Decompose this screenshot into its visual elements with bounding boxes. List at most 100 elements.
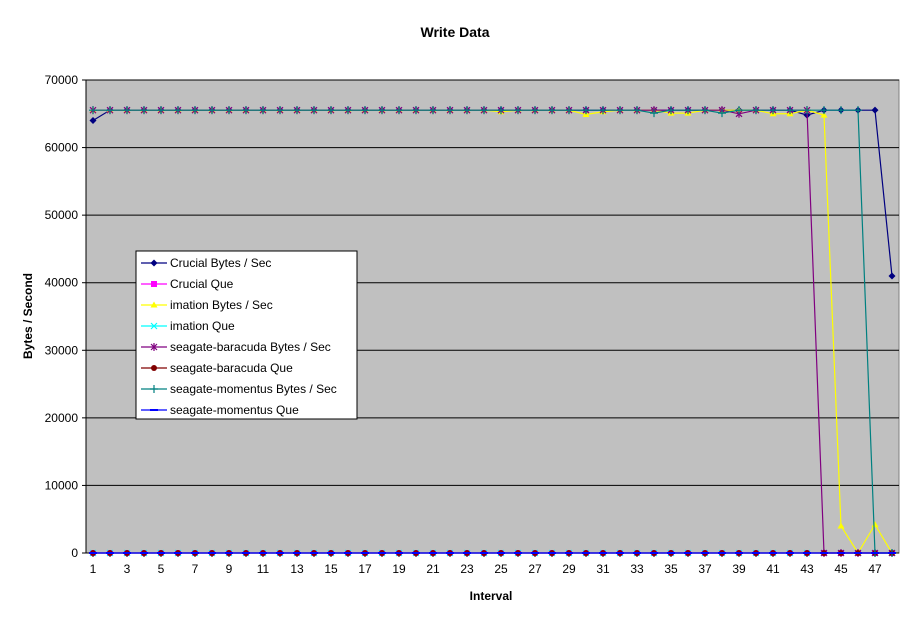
data-point bbox=[327, 106, 335, 115]
x-tick-label: 5 bbox=[158, 562, 165, 576]
data-point bbox=[820, 111, 828, 118]
data-point bbox=[837, 522, 845, 529]
series-group bbox=[89, 106, 896, 557]
x-tick-label: 17 bbox=[358, 562, 372, 576]
legend-item: seagate-momentus Bytes / Sec bbox=[141, 382, 337, 396]
y-axis-ticks: 0 10000 20000 30000 40000 50000 60000 70000 bbox=[45, 73, 899, 560]
legend-label: seagate-baracuda Que bbox=[170, 361, 293, 375]
legend-item: imation Que bbox=[141, 319, 235, 333]
legend-marker bbox=[151, 281, 157, 287]
data-point bbox=[531, 106, 539, 115]
y-tick-label: 70000 bbox=[45, 73, 79, 87]
x-tick-label: 29 bbox=[562, 562, 576, 576]
data-point bbox=[854, 106, 862, 115]
legend-marker bbox=[150, 301, 158, 308]
data-point bbox=[361, 106, 369, 115]
legend-marker bbox=[150, 322, 158, 330]
data-point bbox=[412, 106, 420, 115]
legend-item: seagate-momentus Que bbox=[141, 403, 299, 417]
x-tick-label: 15 bbox=[324, 562, 338, 576]
legend-marker bbox=[150, 259, 158, 267]
x-tick-label: 41 bbox=[766, 562, 780, 576]
x-tick-label: 25 bbox=[494, 562, 508, 576]
data-point bbox=[293, 106, 301, 115]
data-point bbox=[888, 272, 896, 280]
x-tick-label: 31 bbox=[596, 562, 610, 576]
legend: Crucial Bytes / Sec Crucial Que imation By… bbox=[135, 250, 358, 420]
data-point bbox=[106, 106, 114, 115]
data-point bbox=[208, 106, 216, 115]
data-point bbox=[701, 106, 709, 115]
data-point bbox=[684, 106, 692, 115]
legend-marker bbox=[150, 343, 158, 351]
legend-item: imation Bytes / Sec bbox=[141, 298, 273, 312]
legend-marker bbox=[151, 365, 157, 371]
x-tick-label: 47 bbox=[868, 562, 882, 576]
x-tick-label: 1 bbox=[90, 562, 97, 576]
data-point bbox=[548, 106, 556, 115]
legend-label: Crucial Que bbox=[170, 277, 234, 291]
x-tick-label: 45 bbox=[834, 562, 848, 576]
data-point bbox=[837, 106, 845, 115]
data-point bbox=[429, 106, 437, 115]
data-point bbox=[480, 106, 488, 115]
data-point bbox=[820, 106, 828, 115]
legend-marker bbox=[150, 385, 158, 393]
data-point bbox=[276, 106, 284, 115]
x-tick-label: 3 bbox=[124, 562, 131, 576]
legend-label: imation Que bbox=[170, 319, 235, 333]
x-tick-label: 9 bbox=[226, 562, 233, 576]
data-point bbox=[225, 106, 233, 115]
x-tick-label: 13 bbox=[290, 562, 304, 576]
series-6 bbox=[89, 106, 896, 557]
x-tick-label: 39 bbox=[732, 562, 746, 576]
y-tick-label: 30000 bbox=[45, 343, 79, 357]
data-point bbox=[191, 106, 199, 115]
data-point bbox=[871, 521, 879, 528]
y-axis-title: Bytes / Second bbox=[21, 273, 35, 359]
legend-label: imation Bytes / Sec bbox=[170, 298, 273, 312]
data-point bbox=[616, 106, 624, 115]
data-point bbox=[344, 106, 352, 115]
data-point bbox=[803, 106, 811, 115]
data-point bbox=[259, 106, 267, 115]
x-axis-ticks: 1 3 5 7 9 11 13 15 17 19 21 23 25 27 29 31 33 35 37 39 41 43 4… bbox=[90, 553, 893, 576]
data-point bbox=[650, 109, 658, 118]
data-point bbox=[667, 106, 675, 115]
y-tick-label: 10000 bbox=[45, 478, 79, 492]
data-point bbox=[599, 106, 607, 115]
data-point bbox=[633, 106, 641, 115]
data-point bbox=[769, 106, 777, 115]
data-point bbox=[123, 106, 131, 115]
data-point bbox=[140, 106, 148, 115]
data-point bbox=[446, 106, 454, 115]
x-axis-title: Interval bbox=[470, 589, 513, 603]
data-point bbox=[89, 117, 97, 125]
data-point bbox=[565, 106, 573, 115]
legend-label: seagate-momentus Bytes / Sec bbox=[170, 382, 337, 396]
data-point bbox=[786, 106, 794, 115]
chart-title: Write Data bbox=[421, 24, 490, 40]
data-point bbox=[463, 106, 471, 115]
legend-label: seagate-momentus Que bbox=[170, 403, 299, 417]
legend-item: seagate-baracuda Bytes / Sec bbox=[141, 340, 331, 354]
x-tick-label: 19 bbox=[392, 562, 406, 576]
y-tick-label: 50000 bbox=[45, 208, 79, 222]
data-point bbox=[242, 106, 250, 115]
y-tick-label: 0 bbox=[71, 546, 78, 560]
legend-item: Crucial Bytes / Sec bbox=[141, 256, 271, 270]
data-point bbox=[157, 106, 165, 115]
x-tick-label: 23 bbox=[460, 562, 474, 576]
data-point bbox=[89, 106, 97, 115]
x-tick-label: 7 bbox=[192, 562, 199, 576]
x-tick-label: 35 bbox=[664, 562, 678, 576]
x-tick-label: 11 bbox=[257, 562, 270, 576]
data-point bbox=[735, 106, 743, 115]
data-point bbox=[497, 106, 505, 115]
y-tick-label: 40000 bbox=[45, 276, 79, 290]
legend-item: seagate-baracuda Que bbox=[141, 361, 293, 375]
data-point bbox=[378, 106, 386, 115]
data-point bbox=[174, 106, 182, 115]
data-point bbox=[310, 106, 318, 115]
